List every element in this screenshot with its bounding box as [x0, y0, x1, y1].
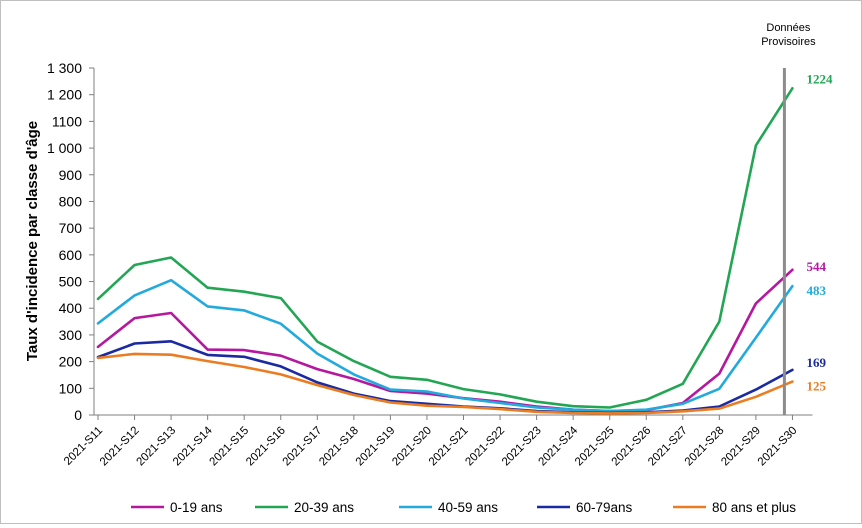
end-value-label: 1224 [806, 71, 833, 86]
y-tick-label: 1 200 [47, 87, 82, 103]
annotation-text: Provisoires [761, 36, 816, 48]
y-axis: 0 100 200 300 400 500 600 700 800 900 1 000 1100 1 2… [47, 60, 94, 423]
y-tick-label: 400 [59, 300, 83, 316]
legend-label: 20-39 ans [294, 500, 354, 515]
legend-item: 20-39 ans [255, 500, 354, 515]
end-value-label: 483 [806, 283, 826, 298]
annotation-text: Données [766, 22, 811, 34]
series-lines [98, 88, 792, 413]
x-tick-label: 2021-S30 [756, 425, 800, 469]
series-line-0 [98, 270, 792, 411]
legend-item: 0-19 ans [131, 500, 223, 515]
legend-item: 60-79ans [537, 500, 633, 515]
end-value-label: 125 [806, 379, 826, 394]
x-axis: 2021-S112021-S122021-S132021-S142021-S15… [62, 415, 812, 468]
y-tick-label: 0 [74, 407, 82, 423]
y-tick-label: 1 000 [47, 140, 82, 156]
end-value-labels: 544 1224 483 169 125 [806, 71, 833, 393]
legend-item: 40-59 ans [399, 500, 498, 515]
y-tick-label: 500 [59, 274, 83, 290]
end-value-label: 544 [806, 259, 826, 274]
y-tick-label: 700 [59, 220, 83, 236]
y-axis-label: Taux d'incidence par classe d'âge [24, 121, 41, 361]
y-tick-label: 200 [59, 354, 83, 370]
y-tick-label: 600 [59, 247, 83, 263]
legend-item: 80 ans et plus [673, 500, 796, 515]
end-value-label: 169 [806, 355, 826, 370]
legend-label: 40-59 ans [438, 500, 498, 515]
y-tick-label: 1100 [52, 113, 82, 129]
y-tick-label: 800 [59, 193, 83, 209]
y-tick-label: 100 [59, 380, 83, 396]
legend-label: 80 ans et plus [712, 500, 796, 515]
y-tick-label: 900 [59, 167, 83, 183]
legend-label: 0-19 ans [170, 500, 223, 515]
legend: 0-19 ans 20-39 ans 40-59 ans 60-79ans 80 ans… [131, 500, 796, 515]
y-tick-label: 300 [59, 327, 83, 343]
legend-label: 60-79ans [576, 500, 633, 515]
y-tick-label: 1 300 [47, 60, 82, 76]
